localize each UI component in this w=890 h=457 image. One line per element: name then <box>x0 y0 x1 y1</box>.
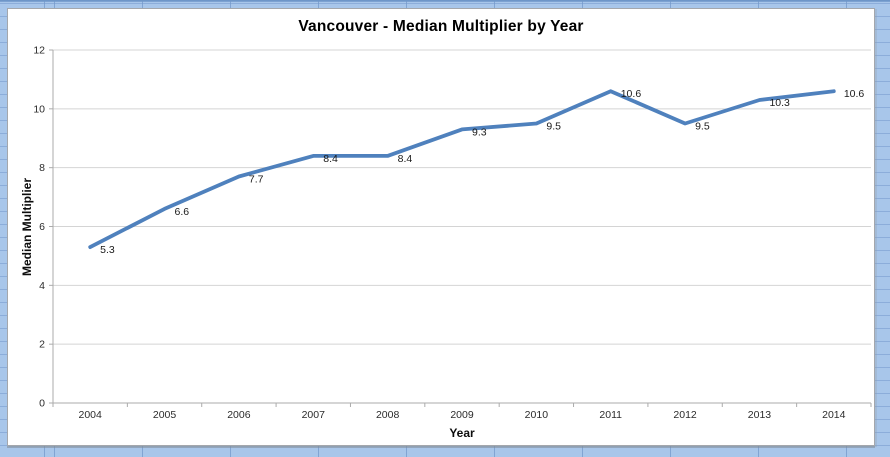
chart-area[interactable]: Vancouver - Median Multiplier by Year Me… <box>7 8 875 446</box>
data-label: 10.6 <box>844 88 865 100</box>
x-tick-label: 2010 <box>525 409 549 421</box>
x-tick-label: 2007 <box>302 409 326 421</box>
y-tick-label: 2 <box>39 339 45 351</box>
y-tick-label: 0 <box>39 398 45 410</box>
chart-title: Vancouver - Median Multiplier by Year <box>298 18 584 35</box>
x-tick-label: 2005 <box>153 409 177 421</box>
y-tick-label: 8 <box>39 162 45 174</box>
x-tick-label: 2009 <box>450 409 474 421</box>
y-tick-label: 4 <box>39 280 45 292</box>
y-tick-label: 10 <box>33 103 45 115</box>
series-line <box>88 89 836 250</box>
x-tick-label: 2014 <box>822 409 846 421</box>
data-label: 8.4 <box>323 153 338 165</box>
x-axis-title: Year <box>449 426 475 440</box>
x-tick-label: 2006 <box>227 409 251 421</box>
x-tick-label: 2011 <box>599 409 622 421</box>
data-label: 9.5 <box>695 121 710 133</box>
data-label: 5.3 <box>100 244 115 256</box>
x-tick-label: 2004 <box>79 409 103 421</box>
x-tick-label: 2012 <box>673 409 697 421</box>
data-label: 7.7 <box>249 173 264 185</box>
y-tick-label: 6 <box>39 221 45 233</box>
data-label: 10.3 <box>769 97 790 109</box>
y-tick-label: 12 <box>33 45 45 57</box>
data-label: 8.4 <box>398 153 413 165</box>
data-label: 10.6 <box>621 88 642 100</box>
plot-svg: 0 2 4 6 8 10 12 2004 2005 2006 2007 2008 2009 2010 201… <box>33 45 872 421</box>
x-tick-label: 2013 <box>748 409 772 421</box>
data-label: 6.6 <box>175 206 190 218</box>
data-label: 9.5 <box>546 121 561 133</box>
data-label: 9.3 <box>472 126 487 138</box>
x-tick-label: 2008 <box>376 409 400 421</box>
